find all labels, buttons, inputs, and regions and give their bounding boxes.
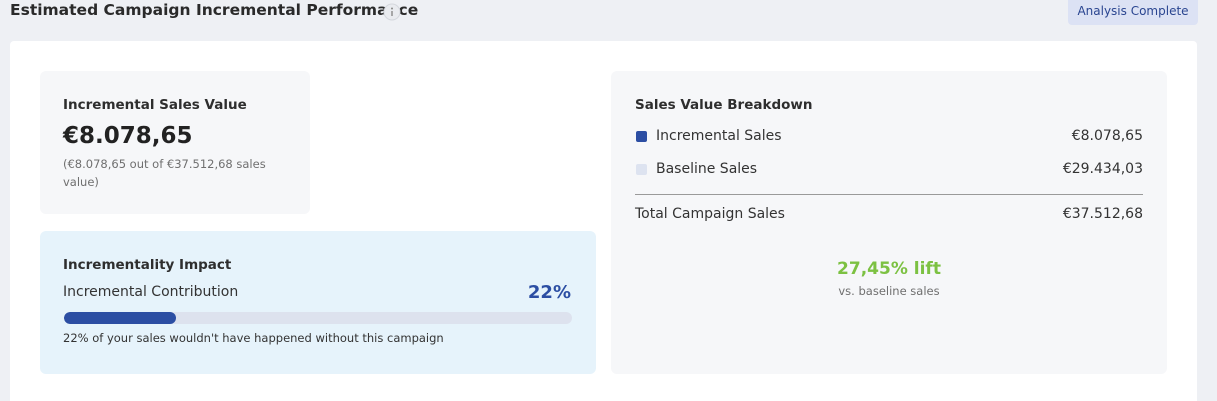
impact-card: Incrementality Impact Incremental Contri… <box>40 231 596 374</box>
card-title: Incremental Sales Value <box>63 97 247 113</box>
total-label: Total Campaign Sales <box>635 206 785 222</box>
row-label: Baseline Sales <box>656 161 758 177</box>
contribution-value: 22% <box>527 282 571 303</box>
lift: 27,45% lift <box>837 259 941 279</box>
row-value: €29.434,03 <box>1062 161 1143 177</box>
legend-swatch <box>636 131 647 142</box>
progress-track <box>64 312 572 324</box>
card-title: Sales Value Breakdown <box>635 97 813 113</box>
row-value: €8.078,65 <box>1071 128 1143 144</box>
row-label: Incremental Sales <box>656 128 782 144</box>
divider <box>635 194 1143 195</box>
sales-value-card: Incremental Sales Value €8.078,65 (€8.07… <box>40 71 310 214</box>
lift-note: vs. baseline sales <box>838 284 940 298</box>
page-title: Estimated Campaign Incremental Performan… <box>10 1 419 19</box>
status-badge: Analysis Complete <box>1068 0 1198 25</box>
sales-value: €8.078,65 <box>63 123 193 149</box>
progress-fill <box>64 312 176 324</box>
legend-swatch <box>636 164 647 175</box>
sales-note: (€8.078,65 out of €37.512,68 sales value… <box>63 157 266 189</box>
total-value: €37.512,68 <box>1062 206 1143 222</box>
card-title: Incrementality Impact <box>63 257 232 273</box>
breakdown-card: Sales Value Breakdown Incremental Sales €… <box>611 71 1167 374</box>
info-icon[interactable] <box>383 3 401 21</box>
contribution-label: Incremental Contribution <box>63 284 239 300</box>
impact-caption: 22% of your sales wouldn't have happened… <box>63 331 444 345</box>
